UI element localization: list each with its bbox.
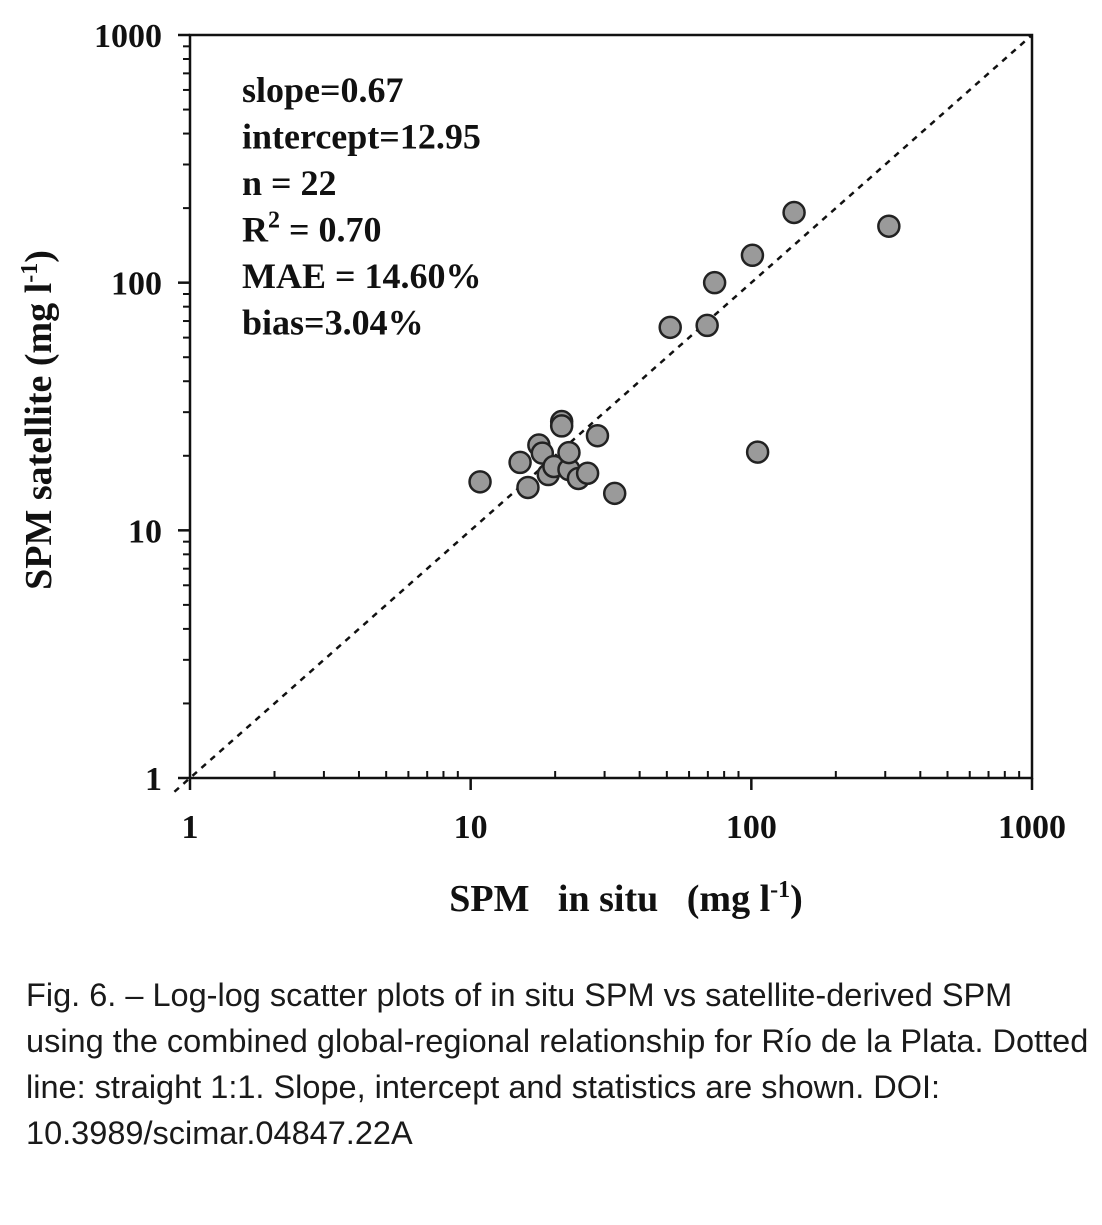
stat-label: bias xyxy=(242,303,304,343)
stat-eq: = xyxy=(280,210,319,250)
x-axis-title-end: ) xyxy=(790,878,803,920)
data-point xyxy=(745,440,770,464)
y-axis-title-sup: -1 xyxy=(17,263,43,283)
stat-eq: = xyxy=(379,117,400,157)
data-point xyxy=(516,475,540,500)
data-point xyxy=(782,200,806,225)
data-point xyxy=(658,315,682,340)
minor-ticks xyxy=(183,45,1021,778)
data-point xyxy=(575,461,600,486)
stat-label: n xyxy=(242,163,262,203)
stat-eq: = xyxy=(326,256,365,296)
stat-label: slope xyxy=(242,70,320,110)
stat-sup: 2 xyxy=(268,208,280,234)
stat-value: 0.67 xyxy=(341,70,404,110)
stat-eq: = xyxy=(320,70,341,110)
data-point xyxy=(695,313,719,338)
y-axis-title: SPM satellite (mg l-1) xyxy=(17,250,60,590)
plot-border xyxy=(188,33,1034,780)
stat-eq: = xyxy=(262,163,301,203)
x-axis-title-main: SPM in situ (mg l xyxy=(449,878,770,920)
data-point xyxy=(557,440,581,465)
data-point xyxy=(585,423,610,448)
stat-line: R2 = 0.70 xyxy=(242,208,382,250)
stat-value: 14.60% xyxy=(365,256,482,296)
major-ticks xyxy=(178,33,1034,790)
stat-value: 22 xyxy=(301,163,337,203)
plot-area xyxy=(188,33,1034,780)
y-axis-title-main: SPM satellite (mg l xyxy=(18,283,60,590)
data-point xyxy=(468,470,492,494)
stat-label: R xyxy=(242,210,269,250)
stat-line: n = 22 xyxy=(242,163,337,203)
x-tick-label: 100 xyxy=(726,809,777,846)
data-point xyxy=(740,243,765,268)
data-point xyxy=(877,214,901,238)
stat-label: intercept xyxy=(242,117,379,157)
stat-line: intercept=12.95 xyxy=(242,117,481,157)
stat-line: MAE = 14.60% xyxy=(242,256,482,296)
x-tick-labels: 1 10 100 1000 xyxy=(182,809,1067,846)
y-tick-label: 100 xyxy=(111,266,162,303)
y-tick-label: 1000 xyxy=(94,18,162,55)
stat-eq: = xyxy=(304,303,325,343)
x-axis-title: SPM in situ (mg l-1) xyxy=(449,877,803,920)
data-points xyxy=(468,200,901,506)
x-axis-title-sup: -1 xyxy=(770,877,790,903)
data-point xyxy=(508,450,532,475)
data-point xyxy=(702,270,727,295)
stat-line: bias=3.04% xyxy=(242,303,424,343)
x-tick-label: 1000 xyxy=(998,809,1066,846)
x-tick-label: 10 xyxy=(454,809,488,846)
y-tick-label: 1 xyxy=(145,761,162,798)
y-tick-labels: 1 10 100 1000 xyxy=(94,18,162,798)
stat-label: MAE xyxy=(242,256,326,296)
stat-value: 3.04% xyxy=(325,303,424,343)
figure-caption: Fig. 6. – Log-log scatter plots of in si… xyxy=(26,977,1089,1151)
reference-line-1to1 xyxy=(173,34,1033,793)
stat-line: slope=0.67 xyxy=(242,70,404,110)
x-tick-label: 1 xyxy=(182,809,199,846)
y-axis-title-end: ) xyxy=(18,250,60,263)
y-tick-label: 10 xyxy=(128,513,162,550)
stat-value: 0.70 xyxy=(319,210,382,250)
data-point xyxy=(549,414,574,438)
stat-value: 12.95 xyxy=(400,117,481,157)
one-to-one-line xyxy=(173,34,1033,793)
data-point xyxy=(602,481,627,506)
